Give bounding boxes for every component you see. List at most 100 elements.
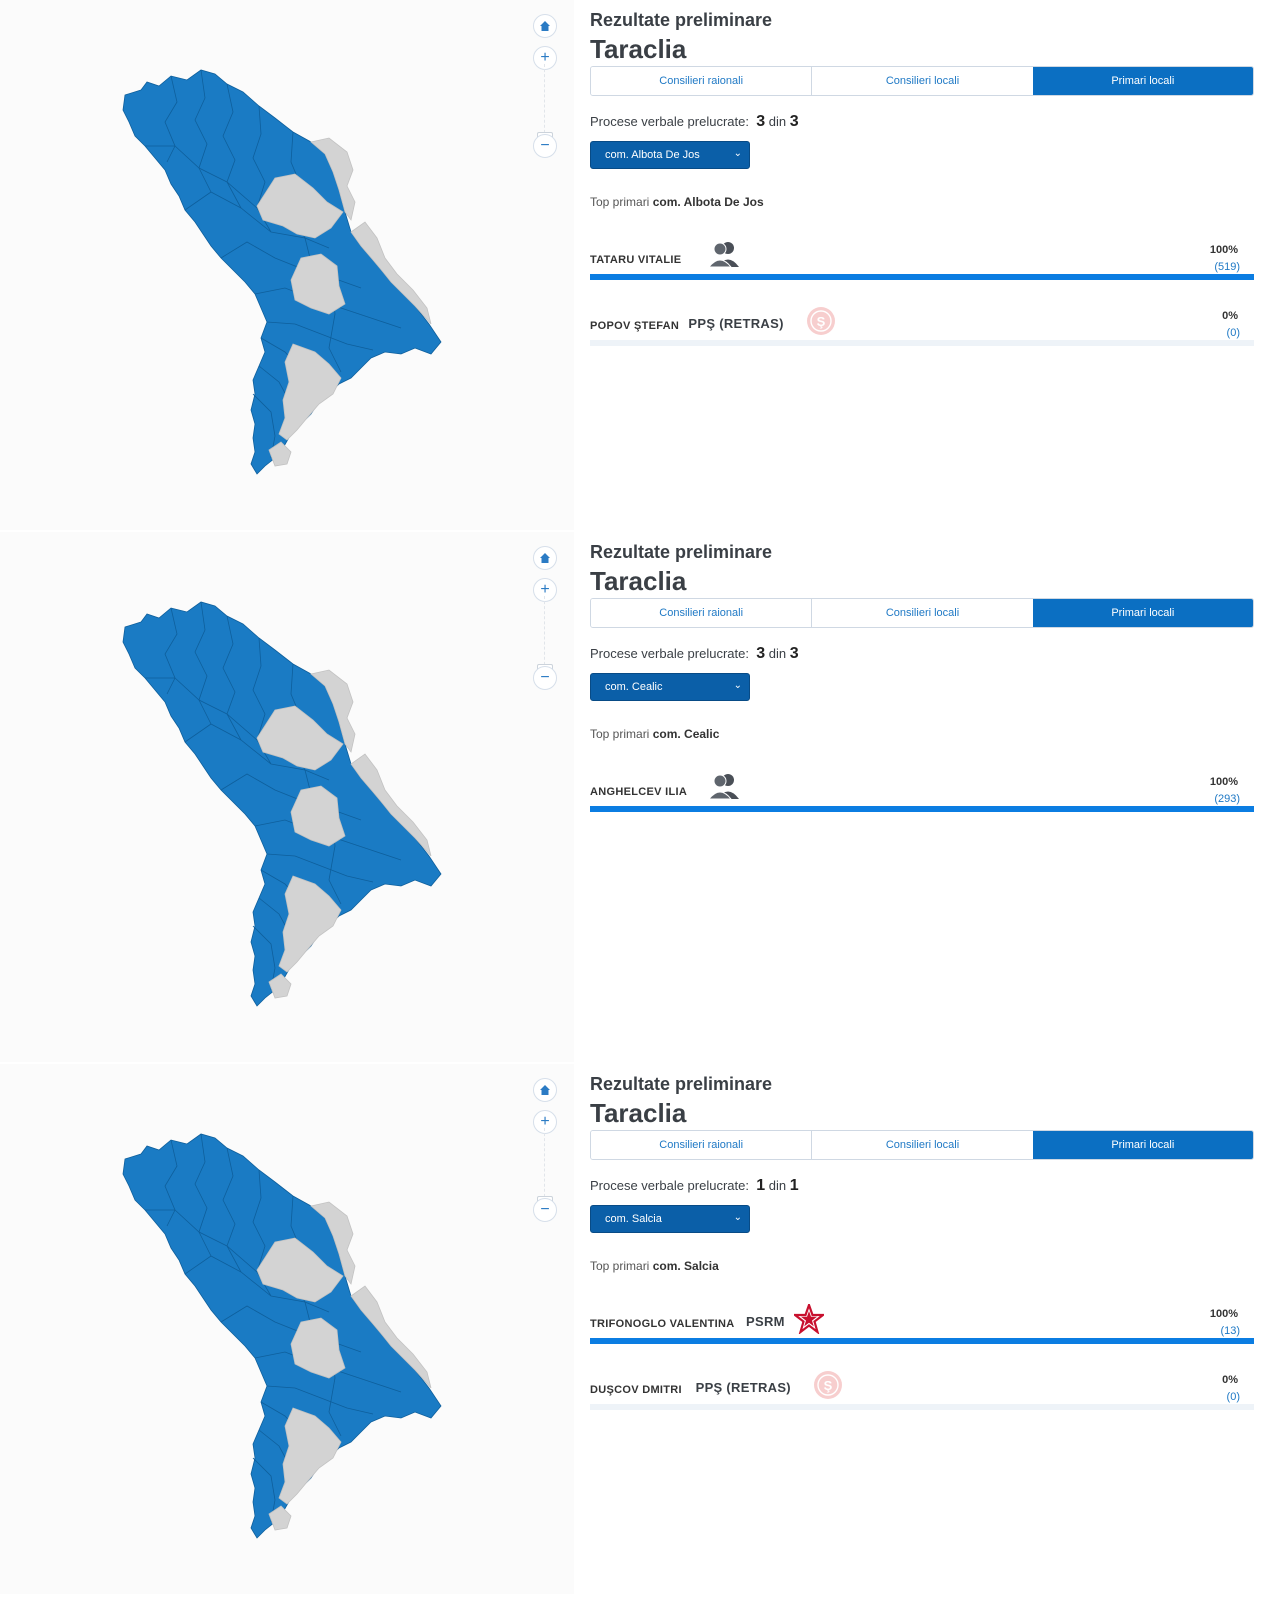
- candidate-votes: (13): [1220, 1325, 1240, 1337]
- tab-consilieri-locali[interactable]: Consilieri locali: [812, 599, 1033, 627]
- map-region-grey-north[interactable]: [310, 137, 356, 221]
- map-region-grey-south[interactable]: [278, 1407, 342, 1505]
- locality-select-value: com. Cealic: [605, 681, 663, 693]
- map-region-grey-east[interactable]: [350, 221, 432, 325]
- election-type-tabs: Consilieri raionali Consilieri locali Pr…: [590, 1130, 1254, 1160]
- zoom-slider-track[interactable]: [544, 64, 546, 148]
- independent-icon: [707, 772, 743, 804]
- map-region-grey-tip[interactable]: [268, 1505, 292, 1531]
- results-area: Rezultate preliminare Taraclia Consilier…: [590, 0, 1270, 530]
- map-region-grey-chisinau[interactable]: [290, 1317, 346, 1379]
- zoom-out-button[interactable]: −: [533, 1198, 557, 1222]
- tab-consilieri-raionali[interactable]: Consilieri raionali: [591, 1131, 813, 1159]
- zoom-out-icon: −: [540, 669, 550, 686]
- zoom-out-button[interactable]: −: [533, 666, 557, 690]
- map-region-grey-tip[interactable]: [268, 973, 292, 999]
- map-region-grey-east[interactable]: [350, 753, 432, 857]
- home-button[interactable]: [533, 546, 557, 570]
- tab-consilieri-raionali[interactable]: Consilieri raionali: [591, 67, 813, 95]
- home-icon: [540, 21, 550, 31]
- total-count: 3: [789, 645, 799, 662]
- candidate-vote-bar: [590, 806, 1254, 812]
- moldova-map[interactable]: [115, 1126, 465, 1546]
- processed-count: 3: [756, 113, 766, 130]
- zoom-slider-track[interactable]: [544, 1128, 546, 1212]
- tab-primari-locali[interactable]: Primari locali: [1032, 67, 1253, 95]
- chevron-down-icon: ⌄: [733, 148, 742, 159]
- moldova-map[interactable]: [115, 62, 465, 482]
- candidate-vote-bar: [590, 1338, 1254, 1344]
- total-count: 3: [789, 113, 799, 130]
- candidate-row: POPOV ŞTEFAN PPŞ (RETRAS) Ş 0% (0): [590, 306, 1254, 366]
- svg-text:Ş: Ş: [823, 1378, 832, 1393]
- tab-consilieri-locali[interactable]: Consilieri locali: [812, 1131, 1033, 1159]
- home-icon: [540, 1085, 550, 1095]
- candidate-name: TATARU VITALIE: [590, 254, 682, 266]
- candidate-votes: (519): [1214, 261, 1240, 273]
- map-region-grey-center[interactable]: [256, 705, 344, 771]
- map-controls: + −: [533, 14, 559, 164]
- candidate-percent: 100%: [1209, 776, 1238, 788]
- map-region-grey-south[interactable]: [278, 343, 342, 441]
- zoom-out-button[interactable]: −: [533, 134, 557, 158]
- processed-reports: Procese verbale prelucrate: 3 din 3: [590, 645, 799, 663]
- map-region-grey-center[interactable]: [256, 173, 344, 239]
- total-count: 1: [789, 1177, 799, 1194]
- map-region-grey-chisinau[interactable]: [290, 253, 346, 315]
- results-panel-3: + − Rezultate preliminare Taraclia Consi…: [0, 1064, 1280, 1594]
- top-mayors-label: Top primari com. Salcia: [590, 1259, 719, 1273]
- map-region-grey-south[interactable]: [278, 875, 342, 973]
- district-title: Taraclia: [590, 1098, 687, 1128]
- candidate-name: POPOV ŞTEFAN: [590, 320, 680, 332]
- chevron-down-icon: ⌄: [733, 680, 742, 691]
- district-title: Taraclia: [590, 566, 687, 596]
- candidate-percent: 0%: [1222, 1374, 1238, 1386]
- map-region-grey-north[interactable]: [310, 669, 356, 753]
- candidate-vote-bar: [590, 1404, 1254, 1410]
- locality-select[interactable]: com. Albota De Jos ⌄: [590, 141, 750, 169]
- election-type-tabs: Consilieri raionali Consilieri locali Pr…: [590, 598, 1254, 628]
- map-controls: + −: [533, 1078, 559, 1228]
- zoom-in-button[interactable]: +: [533, 578, 557, 602]
- tab-consilieri-locali[interactable]: Consilieri locali: [812, 67, 1033, 95]
- zoom-in-icon: +: [540, 49, 550, 66]
- top-mayors-label: Top primari com. Cealic: [590, 727, 719, 741]
- zoom-in-button[interactable]: +: [533, 46, 557, 70]
- tab-primari-locali[interactable]: Primari locali: [1032, 1131, 1253, 1159]
- processed-reports: Procese verbale prelucrate: 3 din 3: [590, 113, 799, 131]
- candidate-percent: 0%: [1222, 310, 1238, 322]
- zoom-out-icon: −: [540, 137, 550, 154]
- candidate-row: DUŞCOV DMITRI PPŞ (RETRAS) Ş 0% (0): [590, 1370, 1254, 1430]
- home-button[interactable]: [533, 14, 557, 38]
- locality-select-value: com. Salcia: [605, 1213, 662, 1225]
- results-panel-2: + − Rezultate preliminare Taraclia Consi…: [0, 532, 1280, 1062]
- map-region-grey-chisinau[interactable]: [290, 785, 346, 847]
- tab-primari-locali[interactable]: Primari locali: [1032, 599, 1253, 627]
- home-icon: [540, 553, 550, 563]
- map-region-grey-center[interactable]: [256, 1237, 344, 1303]
- map-region-grey-east[interactable]: [350, 1285, 432, 1389]
- map-area: + −: [0, 0, 574, 530]
- candidate-row: ANGHELCEV ILIA 100% (293): [590, 772, 1254, 832]
- processed-reports-label: Procese verbale prelucrate:: [590, 646, 749, 661]
- top-mayors-text: Top primari: [590, 1259, 650, 1273]
- candidate-vote-bar-fill: [590, 1338, 1254, 1344]
- zoom-slider-track[interactable]: [544, 596, 546, 680]
- map-region-grey-north[interactable]: [310, 1201, 356, 1285]
- pps-logo-icon: Ş: [813, 1370, 847, 1402]
- results-subtitle: Rezultate preliminare: [590, 542, 773, 562]
- locality-select[interactable]: com. Cealic ⌄: [590, 673, 750, 701]
- locality-select[interactable]: com. Salcia ⌄: [590, 1205, 750, 1233]
- zoom-in-button[interactable]: +: [533, 1110, 557, 1134]
- moldova-map[interactable]: [115, 594, 465, 1014]
- tab-consilieri-raionali[interactable]: Consilieri raionali: [591, 599, 813, 627]
- top-mayors-label: Top primari com. Albota De Jos: [590, 195, 764, 209]
- home-button[interactable]: [533, 1078, 557, 1102]
- processed-sep: din: [768, 1178, 787, 1193]
- processed-reports: Procese verbale prelucrate: 1 din 1: [590, 1177, 799, 1195]
- map-controls: + −: [533, 546, 559, 696]
- processed-reports-label: Procese verbale prelucrate:: [590, 1178, 749, 1193]
- map-region-grey-tip[interactable]: [268, 441, 292, 467]
- candidate-party: PPŞ (RETRAS): [695, 1380, 791, 1395]
- chevron-down-icon: ⌄: [733, 1212, 742, 1223]
